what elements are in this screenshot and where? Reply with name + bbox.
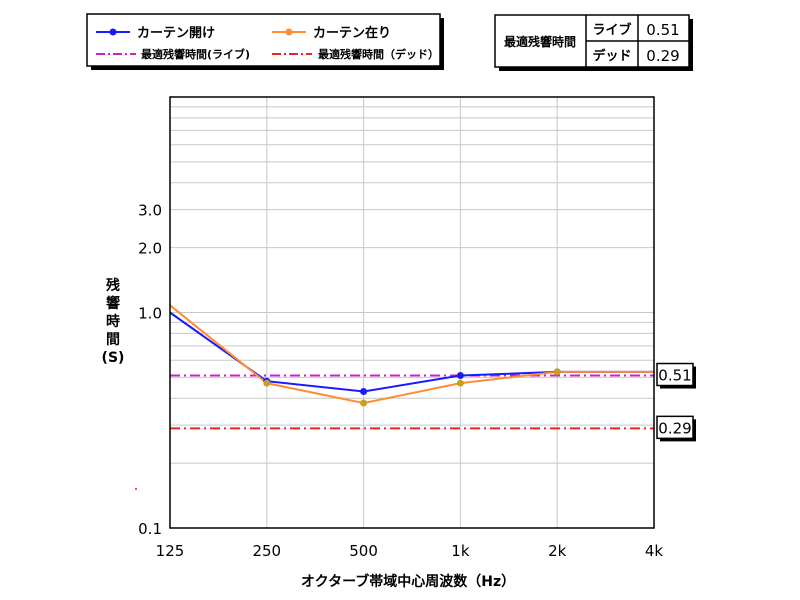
y-tick-label: 0.1 (138, 520, 162, 538)
series-marker-1 (456, 379, 464, 387)
x-tick-labels: 125 250 500 1k 2k 4k (156, 542, 664, 560)
y-axis-label-line: 残 (106, 277, 120, 294)
legend: カーテン開け カーテン在り 最適残響時間(ライブ) 最適残響時間（デッド） (86, 13, 444, 70)
legend-label-curtain-closed: カーテン在り (313, 25, 391, 41)
series-line-1 (169, 304, 654, 405)
table-row-live-label: ライブ (592, 22, 631, 38)
reference-value-label: 0.51 (658, 367, 691, 385)
x-tick-label: 500 (349, 542, 378, 560)
table-row-dead-value: 0.29 (646, 47, 679, 65)
table-title: 最適残響時間 (504, 34, 576, 49)
y-axis-label-line: (S) (102, 350, 125, 366)
optimal-rt-table: 最適残響時間 ライブ 0.51 デッド 0.29 (494, 14, 693, 71)
series-marker-0 (456, 372, 464, 380)
series-marker-0 (360, 387, 368, 395)
table-row-dead-label: デッド (592, 48, 631, 64)
series-marker-1 (553, 368, 561, 376)
y-axis-label-line: 響 (106, 295, 120, 312)
y-tick-label: 2.0 (138, 240, 162, 258)
grid (170, 97, 654, 528)
series-marker-1 (263, 379, 271, 387)
series (169, 304, 654, 407)
reference-lines (170, 374, 654, 430)
legend-swatch-curtain-closed-marker (285, 28, 293, 36)
x-tick-label: 1k (451, 542, 470, 560)
stray-mark (135, 488, 137, 490)
legend-label-dead: 最適残響時間（デッド） (318, 47, 439, 61)
y-axis-label-line: 時 (106, 313, 120, 330)
x-tick-label: 250 (252, 542, 281, 560)
series-line-0 (169, 311, 654, 393)
y-tick-label: 3.0 (138, 202, 162, 220)
y-tick-label: 1.0 (138, 305, 162, 323)
legend-label-curtain-open: カーテン開け (137, 26, 215, 41)
y-axis-label: 残響時間 (S) (102, 277, 125, 366)
x-tick-label: 2k (548, 542, 567, 560)
x-tick-label: 4k (645, 542, 664, 560)
reference-value-labels: 0.51 0.29 (656, 362, 696, 442)
reference-value-box (656, 415, 694, 440)
y-axis-label-line: 間 (106, 332, 120, 348)
y-tick-labels: 0.1 1.0 2.0 3.0 (138, 202, 162, 538)
reference-value-box (656, 362, 694, 387)
legend-swatch-curtain-open-marker (109, 28, 117, 36)
plot-frame (169, 96, 655, 529)
x-axis-label: オクターブ帯域中心周波数（Hz） (301, 573, 515, 590)
table-row-live-value: 0.51 (646, 21, 679, 39)
legend-label-live: 最適残響時間(ライブ) (141, 47, 250, 61)
legend-box (86, 13, 441, 67)
series-marker-1 (360, 399, 368, 407)
x-tick-label: 125 (156, 542, 185, 560)
reference-value-label: 0.29 (658, 419, 691, 437)
